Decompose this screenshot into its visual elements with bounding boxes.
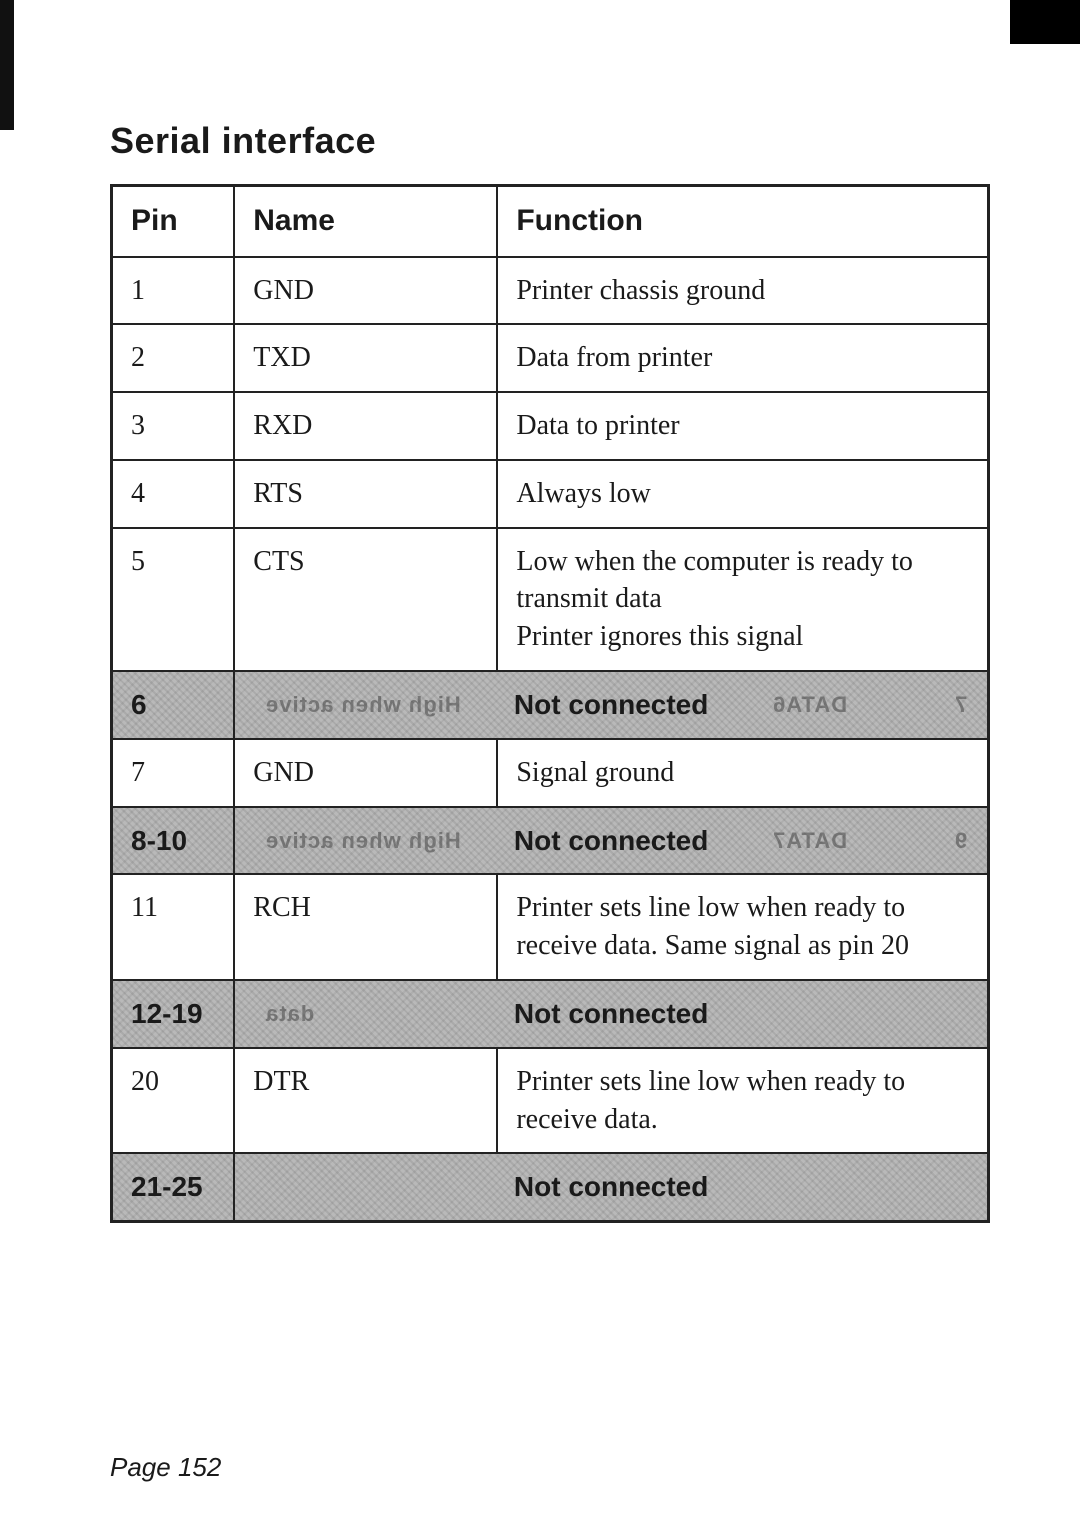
table-row: 20DTRPrinter sets line low when ready to… bbox=[112, 1048, 989, 1154]
cell-function: Always low bbox=[497, 460, 988, 528]
table-row: 11RCHPrinter sets line low when ready to… bbox=[112, 874, 989, 980]
cell-name: GND bbox=[234, 739, 497, 807]
table-row: 8-10Not connectedHigh when activeDATA79 bbox=[112, 807, 989, 875]
cell-function: Printer sets line low when ready to rece… bbox=[497, 874, 988, 980]
cell-pin: 21-25 bbox=[112, 1153, 235, 1221]
cell-not-connected: Not connectedHigh when activeDATA67 bbox=[234, 671, 988, 739]
section-title: Serial interface bbox=[110, 120, 990, 162]
table-row: 12-19Not connecteddata bbox=[112, 980, 989, 1048]
table-row: 6Not connectedHigh when activeDATA67 bbox=[112, 671, 989, 739]
page-number: Page 152 bbox=[110, 1452, 221, 1483]
ghost-bleed-text: High when active bbox=[265, 826, 461, 856]
cell-pin: 20 bbox=[112, 1048, 235, 1154]
cell-function: Signal ground bbox=[497, 739, 988, 807]
cell-name: RXD bbox=[234, 392, 497, 460]
table-row: 7GNDSignal ground bbox=[112, 739, 989, 807]
ghost-bleed-text: data bbox=[265, 999, 314, 1029]
cell-pin: 11 bbox=[112, 874, 235, 980]
table-row: 1GNDPrinter chassis ground bbox=[112, 257, 989, 325]
cell-not-connected: Not connecteddata bbox=[234, 980, 988, 1048]
ghost-bleed-text: 9 bbox=[954, 826, 967, 856]
cell-not-connected: Not connected bbox=[234, 1153, 988, 1221]
cell-function: Printer sets line low when ready to rece… bbox=[497, 1048, 988, 1154]
cell-pin: 1 bbox=[112, 257, 235, 325]
cell-pin: 5 bbox=[112, 528, 235, 671]
cell-name: RCH bbox=[234, 874, 497, 980]
table-row: 3RXDData to printer bbox=[112, 392, 989, 460]
cell-function: Low when the computer is ready to transm… bbox=[497, 528, 988, 671]
cell-not-connected: Not connectedHigh when activeDATA79 bbox=[234, 807, 988, 875]
cell-name: GND bbox=[234, 257, 497, 325]
document-page: Serial interface Pin Name Function 1GNDP… bbox=[0, 0, 1080, 1533]
table-row: 5CTSLow when the computer is ready to tr… bbox=[112, 528, 989, 671]
table-row: 2TXDData from printer bbox=[112, 324, 989, 392]
col-header-name: Name bbox=[234, 186, 497, 257]
cell-pin: 6 bbox=[112, 671, 235, 739]
cell-pin: 7 bbox=[112, 739, 235, 807]
table-row: 4RTSAlways low bbox=[112, 460, 989, 528]
ghost-bleed-text: 7 bbox=[954, 690, 967, 720]
cell-pin: 2 bbox=[112, 324, 235, 392]
cell-function: Data to printer bbox=[497, 392, 988, 460]
cell-function: Printer chassis ground bbox=[497, 257, 988, 325]
cell-name: DTR bbox=[234, 1048, 497, 1154]
ghost-bleed-text: High when active bbox=[265, 690, 461, 720]
cell-function: Data from printer bbox=[497, 324, 988, 392]
cell-pin: 3 bbox=[112, 392, 235, 460]
table-row: 21-25Not connected bbox=[112, 1153, 989, 1221]
cell-name: TXD bbox=[234, 324, 497, 392]
col-header-pin: Pin bbox=[112, 186, 235, 257]
cell-pin: 12-19 bbox=[112, 980, 235, 1048]
serial-interface-table: Pin Name Function 1GNDPrinter chassis gr… bbox=[110, 184, 990, 1223]
table-header-row: Pin Name Function bbox=[112, 186, 989, 257]
cell-pin: 4 bbox=[112, 460, 235, 528]
col-header-function: Function bbox=[497, 186, 988, 257]
ghost-bleed-text: DATA7 bbox=[772, 826, 847, 856]
cell-name: CTS bbox=[234, 528, 497, 671]
cell-name: RTS bbox=[234, 460, 497, 528]
cell-pin: 8-10 bbox=[112, 807, 235, 875]
ghost-bleed-text: DATA6 bbox=[772, 690, 847, 720]
